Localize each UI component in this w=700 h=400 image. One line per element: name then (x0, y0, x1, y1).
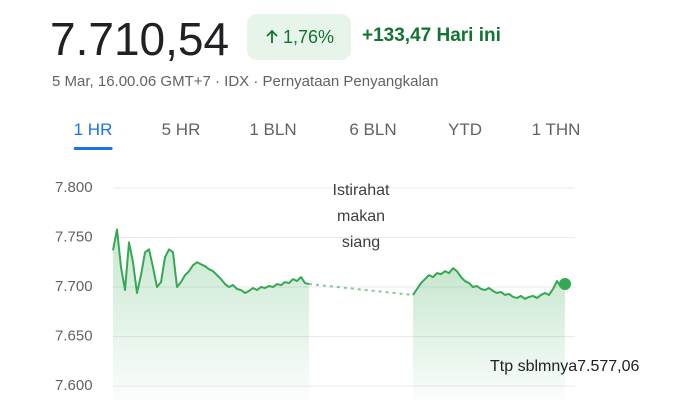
range-tab[interactable]: 1 BLN (249, 120, 297, 139)
area (113, 229, 309, 400)
range-tabs: 1 HR 5 HR 1 BLN 6 BLN YTD 1 THN (50, 120, 610, 152)
price-line (112, 228, 566, 300)
previous-close-value: 7.577,06 (577, 358, 640, 375)
change-badge: 1,76% (247, 14, 351, 60)
meta: 5 Mar, 16.00.06 GMT+7 · IDX · Pernyataan… (52, 73, 439, 90)
change-percent: 1,76% (282, 26, 335, 47)
y-tick-label: 7.700 (55, 278, 93, 295)
last-point (559, 278, 571, 291)
price: 7.710,54 (50, 13, 230, 65)
previous-close-label: Ttp sblmnya (490, 358, 578, 375)
range-tab[interactable]: 1 HR (73, 120, 113, 150)
change-value: +133,47 (362, 25, 432, 46)
y-tick-label: 7.650 (55, 328, 93, 345)
up-arrow (266, 29, 278, 43)
previous-close: Ttp sblmnya7.577,06 (490, 355, 640, 379)
gap-connector (308, 283, 414, 296)
change-line: +133,47 Hari ini (362, 25, 501, 47)
range-tab[interactable]: YTD (448, 120, 482, 139)
period: Hari ini (436, 25, 501, 46)
range-tab[interactable]: 5 HR (161, 120, 201, 139)
range-tab[interactable]: 1 THN (531, 120, 581, 139)
range-tab[interactable]: 6 BLN (349, 120, 397, 139)
area (413, 268, 565, 400)
y-tick-label: 7.750 (55, 228, 93, 245)
y-tick-label: 7.600 (55, 377, 93, 394)
lunch-break-note: Istirahat makan siang (332, 182, 390, 251)
y-tick-label: 7.800 (55, 179, 93, 196)
